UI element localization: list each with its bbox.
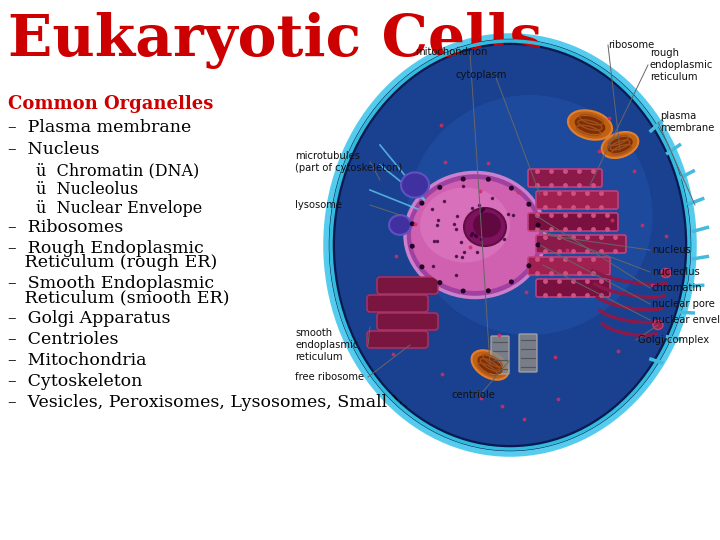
Text: mitochondrion: mitochondrion <box>415 47 487 57</box>
Ellipse shape <box>437 280 442 285</box>
Ellipse shape <box>408 95 652 335</box>
Ellipse shape <box>437 185 442 190</box>
Ellipse shape <box>477 355 503 375</box>
Ellipse shape <box>607 137 633 153</box>
FancyBboxPatch shape <box>536 191 618 209</box>
FancyBboxPatch shape <box>377 277 438 294</box>
Text: ribosome: ribosome <box>608 40 654 50</box>
Ellipse shape <box>509 186 514 191</box>
Text: –  Ribosomes: – Ribosomes <box>8 219 123 236</box>
Text: Eukaryotic Cells: Eukaryotic Cells <box>8 12 542 69</box>
Text: ü  Nuclear Envelope: ü Nuclear Envelope <box>36 200 202 217</box>
Text: –  Rough Endoplasmic: – Rough Endoplasmic <box>8 240 204 257</box>
FancyBboxPatch shape <box>377 313 438 330</box>
Text: –  Nucleus: – Nucleus <box>8 141 99 158</box>
Ellipse shape <box>575 116 606 134</box>
Ellipse shape <box>411 179 539 291</box>
Text: nuclear envelope: nuclear envelope <box>652 315 720 325</box>
Ellipse shape <box>461 288 466 294</box>
Ellipse shape <box>536 222 541 227</box>
Ellipse shape <box>405 172 545 298</box>
Text: rough
endoplasmic
reticulum: rough endoplasmic reticulum <box>650 49 714 82</box>
Ellipse shape <box>568 110 612 140</box>
Text: nucleus: nucleus <box>652 245 691 255</box>
Text: plasma
membrane: plasma membrane <box>660 111 714 133</box>
Text: centriole: centriole <box>452 390 496 400</box>
Text: microtubules
(part of cytoskeleton): microtubules (part of cytoskeleton) <box>295 151 402 173</box>
Text: ü  Chromatin (DNA): ü Chromatin (DNA) <box>36 162 199 179</box>
FancyBboxPatch shape <box>491 336 509 374</box>
Ellipse shape <box>410 244 415 249</box>
Text: –  Vesicles, Peroxisomes, Lysosomes, Small Vacuoles: – Vesicles, Peroxisomes, Lysosomes, Smal… <box>8 394 470 411</box>
Text: –  Mitochondria: – Mitochondria <box>8 352 146 369</box>
Ellipse shape <box>661 268 671 278</box>
Text: Golgi complex: Golgi complex <box>638 335 709 345</box>
Ellipse shape <box>401 172 429 198</box>
Ellipse shape <box>389 215 411 235</box>
Text: Reticulum (rough ER): Reticulum (rough ER) <box>8 254 217 271</box>
Text: –  Smooth Endoplasmic: – Smooth Endoplasmic <box>8 275 214 292</box>
Ellipse shape <box>473 213 501 238</box>
Ellipse shape <box>486 177 491 182</box>
FancyBboxPatch shape <box>528 213 618 231</box>
Ellipse shape <box>509 279 514 285</box>
Text: chromatin: chromatin <box>652 283 703 293</box>
Text: –  Cytoskeleton: – Cytoskeleton <box>8 373 143 390</box>
Text: Reticulum (smooth ER): Reticulum (smooth ER) <box>8 289 230 306</box>
Ellipse shape <box>326 36 694 454</box>
Text: nuclear pore: nuclear pore <box>652 299 715 309</box>
Ellipse shape <box>472 350 508 380</box>
Ellipse shape <box>410 221 415 226</box>
FancyBboxPatch shape <box>367 331 428 348</box>
Ellipse shape <box>420 187 510 262</box>
FancyBboxPatch shape <box>519 334 537 372</box>
Ellipse shape <box>602 132 639 158</box>
Text: nucleolus: nucleolus <box>652 267 700 277</box>
FancyBboxPatch shape <box>536 235 626 253</box>
Ellipse shape <box>653 321 663 329</box>
Text: free ribosome: free ribosome <box>295 372 364 382</box>
Text: –  Centrioles: – Centrioles <box>8 331 119 348</box>
Text: –  Plasma membrane: – Plasma membrane <box>8 119 192 136</box>
Ellipse shape <box>536 242 541 247</box>
Ellipse shape <box>420 265 425 269</box>
Ellipse shape <box>420 201 425 206</box>
Text: –  Golgi Apparatus: – Golgi Apparatus <box>8 310 171 327</box>
Ellipse shape <box>464 208 506 246</box>
Text: smooth
endoplasmic
reticulum: smooth endoplasmic reticulum <box>295 328 359 362</box>
Text: Common Organelles: Common Organelles <box>8 95 213 113</box>
Ellipse shape <box>461 177 466 181</box>
Text: lysosome: lysosome <box>295 200 342 210</box>
Ellipse shape <box>526 202 531 207</box>
FancyBboxPatch shape <box>528 257 610 275</box>
FancyBboxPatch shape <box>367 295 428 312</box>
Ellipse shape <box>335 45 685 445</box>
Text: ü  Nucleolus: ü Nucleolus <box>36 181 138 198</box>
FancyBboxPatch shape <box>536 279 610 297</box>
Text: cytoplasm: cytoplasm <box>455 70 506 80</box>
FancyBboxPatch shape <box>528 169 602 187</box>
Ellipse shape <box>486 288 491 293</box>
Ellipse shape <box>526 264 531 268</box>
